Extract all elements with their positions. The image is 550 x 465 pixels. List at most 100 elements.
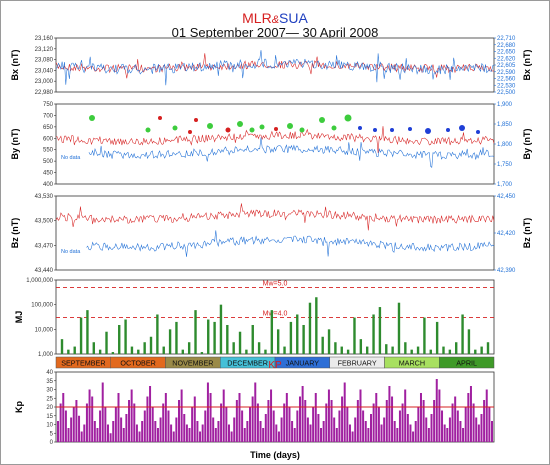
kp-bar [438, 389, 441, 442]
kp-bar [96, 428, 99, 442]
by-left-tick: 600 [43, 136, 54, 142]
kp-bar [254, 382, 257, 442]
kp-left-tick: 40 [46, 370, 53, 376]
kp-bar [191, 407, 194, 442]
mj-bar [372, 314, 375, 354]
by-event-dot [188, 130, 192, 134]
kp-bar [364, 421, 367, 442]
kp-bar [309, 424, 312, 442]
kp-bar [246, 421, 249, 442]
kp-bar [101, 382, 104, 442]
kp-bar [78, 415, 81, 442]
mj-bar [276, 329, 280, 354]
kp-bar [112, 421, 115, 442]
kp-bar [454, 396, 457, 442]
kp-bar [143, 410, 146, 442]
kp-bar [83, 424, 86, 442]
by-event-dot [145, 127, 151, 133]
bx-left-tick: 23,120 [35, 47, 54, 53]
kp-bar [125, 414, 128, 442]
mj-bar [365, 346, 369, 354]
kp-bar [330, 400, 333, 442]
kp-bar [285, 393, 288, 442]
kp-bar [238, 393, 241, 442]
kp-bar [162, 403, 165, 442]
kp-bar [359, 389, 362, 442]
bz-ylabel-right: Bz (nT) [522, 218, 532, 249]
kp-bar [380, 424, 383, 442]
mj-bar [283, 346, 286, 354]
kp-bar [422, 400, 425, 442]
mj-bar [213, 321, 216, 354]
mj-bar [397, 302, 401, 354]
by-event-dot [89, 115, 95, 121]
kp-bar [304, 400, 307, 442]
mj-bar [385, 344, 388, 354]
kp-left-tick: 5 [50, 431, 54, 437]
by-event-dot [331, 125, 337, 131]
mj-bar [315, 297, 318, 354]
kp-bar [451, 403, 454, 442]
mj-bar [467, 329, 471, 354]
mj-bar [60, 339, 64, 354]
mj-bar [175, 321, 178, 354]
kp-bar [320, 428, 323, 442]
mj-left-tick: 1,000,000 [26, 278, 53, 284]
title-sua: SUA [279, 10, 308, 26]
mj-ylabel: MJ [14, 311, 24, 324]
kp-bar [480, 414, 483, 442]
kp-bar [177, 400, 180, 442]
kp-bar [388, 386, 391, 442]
kp-bar [267, 400, 270, 442]
kp-bar [138, 431, 141, 442]
by-event-dot [207, 123, 213, 129]
kp-bar [298, 396, 301, 442]
bx-ylabel-right: Bx (nT) [522, 50, 532, 81]
mj-bar [79, 317, 83, 354]
mj-bar [270, 310, 274, 354]
date-range: 01 September 2007— 30 April 2008 [171, 25, 379, 40]
x-axis-label: Time (days) [250, 450, 300, 460]
kp-bar [272, 410, 275, 442]
by-right-tick: 1,850 [497, 122, 513, 128]
kp-bar [433, 400, 436, 442]
kp-bar [406, 414, 409, 442]
bx-ylabel-left: Bx (nT) [10, 50, 20, 81]
mj-bar [73, 346, 76, 354]
by-mlr-series [55, 126, 495, 153]
month-label: MARCH [399, 358, 425, 367]
kp-bar [404, 389, 407, 442]
bz-sua-series [86, 230, 495, 257]
mj-bar [404, 342, 407, 354]
kp-bar [327, 389, 330, 442]
mj-bar [226, 324, 229, 354]
kp-bar [488, 407, 491, 442]
month-label: JANUARY [286, 358, 320, 367]
month-label: FEBRUARY [338, 358, 377, 367]
kp-bar [362, 410, 365, 442]
by-event-dot [446, 128, 450, 132]
bx-right-tick: 22,590 [497, 70, 516, 76]
kp-bar [270, 389, 273, 442]
mj-bar [296, 314, 299, 354]
kp-bar [251, 396, 254, 442]
kp-bar [325, 403, 328, 442]
mj-bar [232, 342, 235, 354]
kp-bar [396, 428, 399, 442]
kp-bar [159, 417, 162, 442]
kp-bar [377, 407, 380, 442]
kp-bar [133, 403, 136, 442]
kp-bar [243, 428, 246, 442]
kp-bar [120, 417, 123, 442]
kp-bar [301, 386, 304, 442]
mj-bar [391, 346, 394, 354]
kp-bar [128, 400, 131, 442]
kp-bar [209, 393, 212, 442]
mj-bar [124, 319, 127, 354]
by-event-dot [158, 116, 162, 120]
kp-bar [114, 407, 117, 442]
by-event-dot [249, 127, 255, 133]
kp-bar [430, 414, 433, 442]
kp-bar [356, 400, 359, 442]
